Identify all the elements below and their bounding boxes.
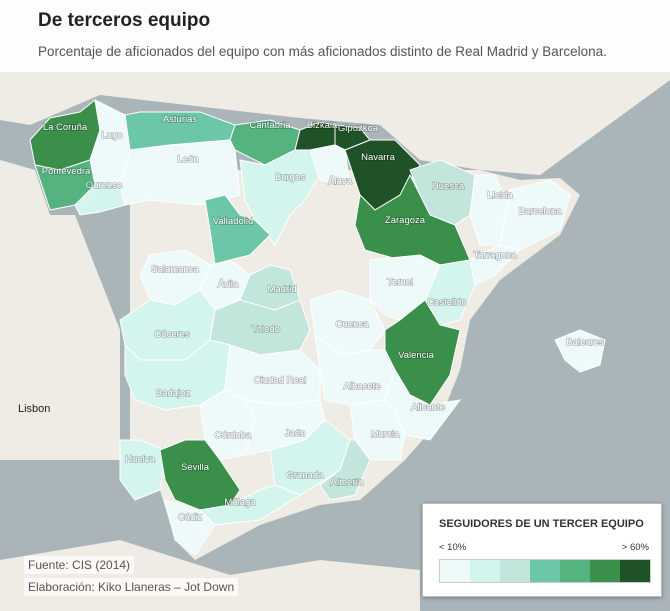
province-label: Toledo (252, 324, 280, 335)
province-label: Córdoba (215, 430, 252, 441)
province-label: Zaragoza (385, 215, 426, 226)
province-label: Pontevedra (42, 166, 91, 177)
province-label: Navarra (361, 152, 396, 163)
province (354, 173, 471, 266)
legend: SEGUIDORES DE UN TERCER EQUIPO < 10% > 6… (422, 503, 662, 597)
legend-title: SEGUIDORES DE UN TERCER EQUIPO (439, 518, 644, 530)
province-label: Tarragona (474, 250, 517, 261)
legend-scale (439, 559, 651, 583)
province-label: Burgos (275, 172, 305, 183)
province-label: Sevilla (181, 462, 210, 473)
province (554, 329, 606, 373)
province-label: Bizkaia (307, 120, 338, 131)
province-label: Valencia (398, 350, 434, 361)
province (119, 439, 166, 501)
province-label: Lugo (101, 130, 122, 141)
province-label: Gipuzkoa (338, 123, 379, 134)
province-label: Huesca (432, 181, 465, 192)
province (204, 194, 271, 266)
province-label: Baleares (566, 337, 604, 348)
province-label: Ciudad Real (254, 375, 306, 386)
legend-max: > 60% (621, 542, 649, 553)
legend-swatch (440, 560, 470, 582)
province-label: Ávila (218, 279, 239, 290)
province-label: Alicante (411, 402, 445, 413)
city-label: Lisbon (18, 403, 50, 415)
province (164, 499, 216, 556)
province-label: Almería (331, 477, 364, 488)
credit: Elaboración: Kiko Llaneras – Jot Down (24, 578, 239, 596)
legend-swatch (620, 560, 650, 582)
province-label: Barcelona (519, 206, 562, 217)
province (319, 439, 371, 501)
province-label: Álava (328, 176, 352, 187)
province-label: Lleida (487, 190, 513, 201)
province-label: Málaga (224, 497, 256, 508)
province-label: Valladolid (213, 216, 254, 227)
title: De terceros equipo (38, 10, 211, 31)
province (239, 149, 321, 246)
province-label: Badajoz (156, 388, 191, 399)
province-label: Cáceres (154, 329, 190, 340)
province (309, 144, 351, 186)
province-label: Granada (287, 470, 325, 481)
province-label: Castellón (427, 297, 467, 308)
legend-swatch (500, 560, 530, 582)
province-label: Cantabria (249, 120, 291, 131)
province-labels: La Coruña Lugo Asturias Cantabria Bizkaia Gip… (41, 113, 605, 524)
subtitle: Porcentaje de aficionados del equipo con… (38, 44, 607, 59)
province-label: Madrid (267, 284, 296, 295)
province-label: Albacete (344, 381, 381, 392)
province-label: Murcia (371, 429, 400, 440)
legend-min: < 10% (439, 542, 467, 553)
province-label: La Coruña (43, 122, 88, 133)
legend-swatch (530, 560, 560, 582)
province-label: Jaén (285, 428, 306, 439)
header: De terceros equipo Porcentaje de aficion… (0, 0, 670, 72)
province-label: Ourense (86, 180, 122, 191)
source: Fuente: CIS (2014) (24, 556, 135, 574)
province-label: Cádiz (178, 512, 203, 523)
legend-swatch (590, 560, 620, 582)
province-label: Cuenca (336, 319, 369, 330)
province-label: Asturias (163, 114, 198, 125)
province (159, 439, 241, 511)
province-label: Huelva (125, 454, 155, 465)
legend-swatch (470, 560, 500, 582)
province-label: León (177, 154, 198, 165)
province (198, 484, 302, 526)
province-label: Teruel (387, 277, 413, 288)
province-label: Salamanca (151, 264, 199, 275)
provinces (29, 99, 606, 556)
legend-swatch (560, 560, 590, 582)
